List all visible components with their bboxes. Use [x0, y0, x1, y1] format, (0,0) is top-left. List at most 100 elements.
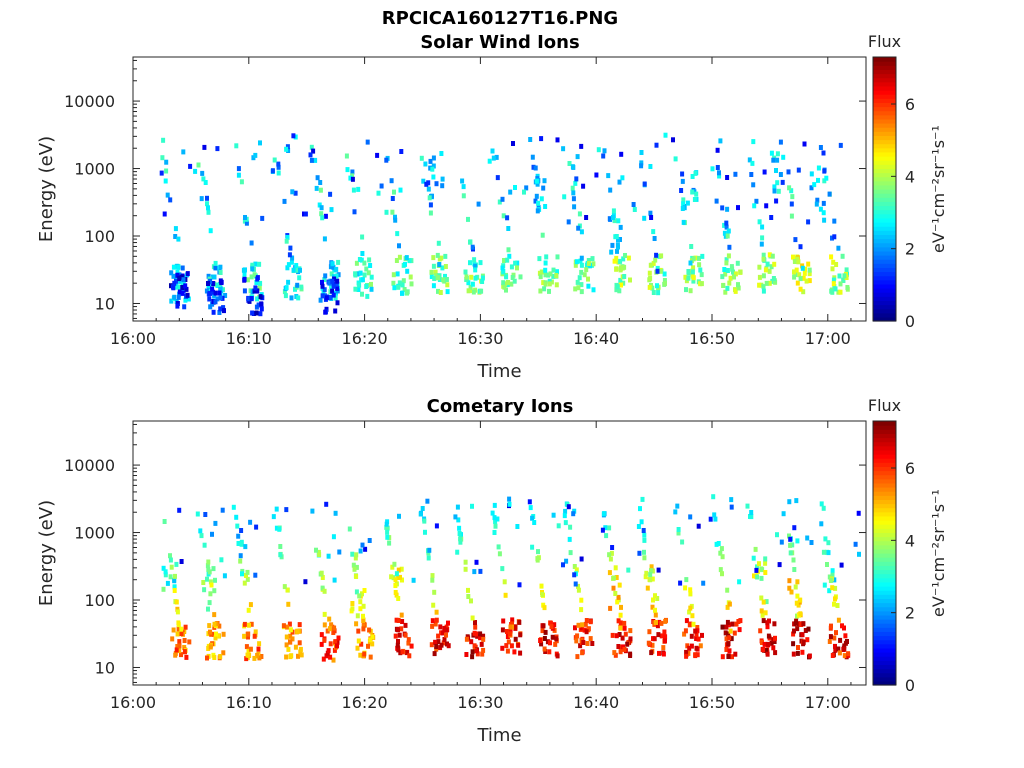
flux-pixel	[684, 653, 689, 659]
flux-pixel	[689, 633, 694, 639]
flux-pixel	[841, 278, 846, 283]
flux-pixel	[622, 274, 627, 279]
flux-pixel	[359, 641, 364, 647]
flux-pixel	[648, 164, 653, 169]
flux-pixel	[764, 599, 769, 605]
flux-pixel	[757, 561, 761, 567]
flux-pixel	[571, 511, 576, 517]
flux-pixel	[586, 626, 591, 632]
flux-pixel	[446, 643, 451, 649]
flux-pixel	[253, 572, 258, 578]
flux-pixel	[218, 270, 223, 275]
flux-pixel	[562, 194, 567, 200]
flux-pixel	[506, 280, 510, 285]
flux-pixel	[644, 570, 649, 576]
flux-pixel	[215, 146, 220, 152]
flux-pixel	[681, 197, 686, 203]
flux-pixel	[612, 258, 617, 264]
flux-pixel	[723, 289, 728, 295]
flux-pixel	[698, 267, 703, 273]
flux-pixel	[242, 271, 247, 277]
flux-pixel	[832, 218, 837, 224]
flux-pixel	[385, 529, 390, 535]
flux-pixel	[508, 189, 513, 195]
flux-pixel	[297, 640, 302, 646]
flux-pixel	[642, 537, 647, 543]
flux-pixel	[827, 574, 832, 580]
flux-pixel	[245, 652, 250, 658]
flux-pixel	[549, 624, 554, 630]
flux-pixel	[393, 217, 398, 223]
flux-pixel	[198, 528, 203, 534]
flux-pixel	[274, 506, 279, 512]
flux-pixel	[827, 191, 832, 197]
flux-pixel	[576, 622, 581, 628]
flux-pixel	[621, 280, 626, 286]
flux-pixel	[681, 201, 686, 207]
flux-pixel	[614, 633, 619, 639]
flux-pixel	[350, 606, 355, 612]
flux-pixel	[432, 276, 437, 281]
flux-pixel	[390, 564, 395, 570]
flux-pixel	[830, 568, 835, 574]
flux-pixel	[354, 621, 359, 627]
colorbar-segment	[873, 234, 896, 240]
flux-pixel	[408, 274, 413, 280]
flux-pixel	[821, 200, 826, 206]
flux-pixel	[818, 206, 823, 212]
flux-pixel	[177, 643, 182, 649]
flux-pixel	[789, 188, 794, 194]
flux-pixel	[308, 152, 313, 158]
flux-pixel	[430, 618, 435, 624]
flux-pixel	[393, 214, 397, 220]
colorbar-segment	[873, 296, 896, 301]
flux-pixel	[327, 616, 332, 622]
flux-pixel	[725, 268, 730, 273]
flux-pixel	[391, 272, 396, 278]
flux-pixel	[601, 511, 606, 517]
flux-pixel	[243, 215, 247, 220]
flux-pixel	[691, 256, 696, 262]
flux-pixel	[684, 649, 689, 655]
flux-pixel	[400, 577, 404, 583]
flux-pixel	[284, 654, 289, 660]
flux-pixel	[830, 289, 835, 295]
flux-pixel	[803, 628, 808, 633]
flux-pixel	[579, 262, 584, 268]
flux-pixel	[350, 176, 355, 182]
flux-pixel	[502, 258, 506, 263]
flux-pixel	[564, 558, 569, 564]
colorbar-segment	[873, 619, 896, 624]
flux-pixel	[733, 171, 738, 177]
flux-pixel	[754, 198, 759, 204]
flux-pixel	[547, 649, 552, 655]
flux-pixel	[495, 516, 500, 522]
flux-pixel	[469, 274, 474, 280]
flux-pixel	[533, 165, 538, 171]
flux-pixel	[331, 283, 336, 289]
flux-pixel	[176, 264, 181, 270]
flux-pixel	[832, 577, 837, 583]
flux-pixel	[319, 570, 324, 576]
flux-pixel	[470, 654, 475, 660]
flux-pixel	[830, 572, 835, 578]
colorbar-segment	[873, 449, 896, 455]
flux-pixel	[435, 252, 440, 258]
flux-pixel	[183, 283, 188, 289]
flux-pixel	[431, 283, 436, 289]
flux-pixel	[693, 170, 698, 176]
flux-pixel	[314, 185, 319, 191]
flux-pixel	[242, 288, 247, 294]
flux-pixel	[257, 655, 262, 661]
flux-pixel	[334, 273, 339, 279]
flux-pixel	[787, 499, 792, 505]
flux-pixel	[211, 289, 215, 295]
flux-pixel	[445, 282, 450, 288]
flux-pixel	[792, 274, 797, 280]
flux-pixel	[177, 276, 182, 282]
colorbar-segment	[873, 147, 896, 153]
flux-pixel	[610, 632, 615, 638]
flux-pixel	[478, 631, 483, 637]
flux-pixel	[284, 634, 289, 640]
flux-pixel	[692, 197, 697, 202]
